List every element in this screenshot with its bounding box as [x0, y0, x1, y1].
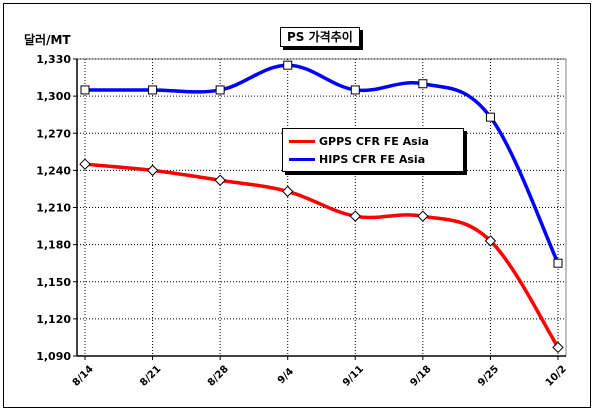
- legend-item-gpps: GPPS CFR FE Asia: [289, 132, 457, 150]
- point-gpps: [79, 158, 91, 170]
- point-hips: [215, 85, 225, 95]
- point-gpps: [349, 210, 361, 222]
- point-gpps: [146, 164, 159, 177]
- y-tick-label: 1,120: [36, 313, 71, 326]
- point-hips: [553, 258, 563, 268]
- x-tick-label: 9/4: [276, 366, 296, 386]
- chart-svg: 1,330 1,300 1,270 1,240 1,210 1,180 1,150 1,120…: [36, 53, 569, 389]
- legend-swatch-gpps: [289, 136, 315, 146]
- point-hips: [80, 85, 90, 95]
- y-tick-label: 1,150: [36, 276, 71, 289]
- y-tick-label: 1,180: [36, 239, 71, 252]
- x-tick-label: 10/2: [544, 364, 569, 389]
- y-tick-label: 1,330: [36, 53, 71, 66]
- plot-area: [76, 58, 567, 357]
- chart-frame: 달러/MT PS 가격추이 1,330 1,300 1,270 1,240 1,210 1…: [3, 3, 591, 408]
- point-hips: [485, 112, 495, 122]
- legend-label-gpps: GPPS CFR FE Asia: [319, 134, 429, 148]
- point-gpps: [282, 185, 294, 198]
- x-tick-label: 8/14: [71, 364, 96, 389]
- legend: GPPS CFR FE Asia HIPS CFR FE Asia: [282, 128, 464, 172]
- point-gpps: [484, 235, 497, 247]
- y-tick-label: 1,210: [36, 202, 71, 215]
- point-gpps: [214, 174, 226, 186]
- y-tick-label: 1,240: [36, 164, 71, 177]
- x-tick-label: 8/28: [206, 364, 231, 389]
- y-axis-unit-label: 달러/MT: [24, 33, 71, 47]
- legend-item-hips: HIPS CFR FE Asia: [289, 150, 457, 168]
- point-hips: [418, 79, 428, 89]
- point-hips: [350, 85, 360, 95]
- x-tick-label: 8/21: [138, 364, 163, 389]
- x-tick-label: 9/18: [409, 364, 434, 389]
- legend-label-hips: HIPS CFR FE Asia: [319, 152, 426, 166]
- point-gpps: [552, 341, 564, 354]
- y-tick-label: 1,270: [36, 127, 71, 140]
- y-tick-label: 1,300: [36, 90, 71, 103]
- x-tick-label: 9/25: [476, 364, 501, 389]
- y-tick-label: 1,090: [36, 350, 71, 363]
- x-tick-label: 9/11: [341, 364, 366, 389]
- point-gpps: [417, 210, 429, 222]
- chart-title: PS 가격추이: [280, 27, 360, 47]
- point-hips: [148, 85, 158, 95]
- legend-swatch-hips: [289, 154, 315, 164]
- point-hips: [283, 60, 293, 70]
